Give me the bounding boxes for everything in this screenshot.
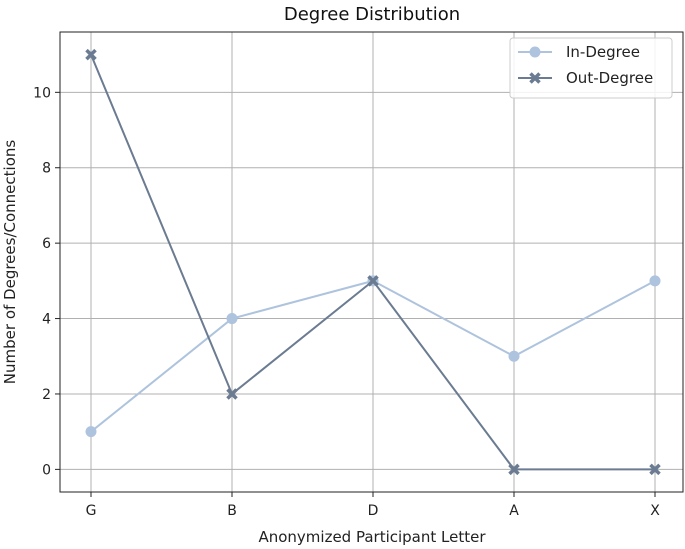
legend-item-0: In-Degree (518, 43, 640, 61)
x-tick-label: X (650, 503, 660, 519)
x-tick-label: A (509, 503, 519, 519)
legend-marker (529, 46, 541, 58)
series-1 (85, 48, 661, 476)
y-tick-label: 0 (42, 462, 51, 478)
plot-frame (59, 31, 684, 493)
y-axis-ticks: 0 2 4 6 8 10 (33, 85, 60, 478)
data-point (508, 463, 520, 476)
y-tick-label: 2 (42, 387, 51, 403)
y-tick-label: 6 (42, 236, 51, 252)
data-point (649, 275, 661, 287)
y-tick-label: 8 (42, 161, 51, 177)
y-axis-title: Number of Degrees/Connections (1, 140, 19, 385)
legend-label: In-Degree (566, 43, 640, 61)
legend: In-Degree Out-Degree (509, 37, 673, 99)
legend-marker (529, 72, 541, 84)
data-point (85, 48, 97, 61)
x-tick-label: G (86, 503, 97, 519)
chart-title: Degree Distribution (284, 4, 460, 25)
data-point (649, 463, 661, 476)
y-tick-label: 4 (42, 312, 51, 328)
legend-label: Out-Degree (566, 69, 653, 87)
y-tick-label: 10 (33, 85, 51, 101)
x-tick-label: B (227, 503, 237, 519)
data-point (508, 350, 520, 362)
grid-lines (60, 32, 683, 492)
data-point (226, 313, 238, 325)
x-tick-label: D (368, 503, 379, 519)
data-point (85, 426, 97, 438)
series-lines (85, 48, 661, 476)
legend-item-1: Out-Degree (518, 69, 653, 87)
x-axis-title: Anonymized Participant Letter (258, 528, 486, 546)
data-point (226, 388, 238, 400)
data-point (367, 275, 379, 287)
